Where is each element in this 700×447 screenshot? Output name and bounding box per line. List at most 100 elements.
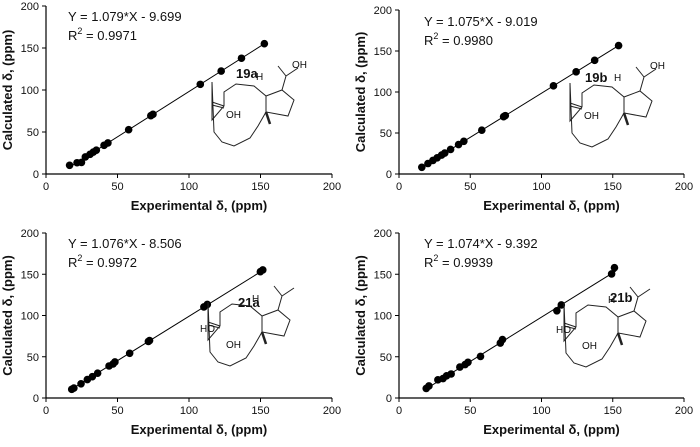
x-tick-label: 100 — [180, 405, 198, 417]
structure-side-chain-2 — [637, 288, 651, 298]
x-tick-label: 150 — [604, 181, 622, 193]
data-point — [92, 146, 101, 154]
x-tick-label: 150 — [604, 405, 622, 417]
x-tick-label: 50 — [111, 405, 123, 417]
structure-ring-small — [617, 310, 647, 338]
x-axis-label: Experimental δ, (ppm) — [483, 198, 619, 213]
structure-side-chain-2 — [285, 67, 299, 77]
y-axis-label: Calculated δ, (ppm) — [353, 32, 368, 153]
structure-label: OH — [582, 341, 597, 352]
y-tick-label: 200 — [374, 228, 392, 240]
structure-label: HO — [556, 325, 571, 336]
structure-side-chain — [277, 295, 283, 311]
data-point — [572, 68, 580, 76]
structure-methylene — [563, 322, 577, 328]
data-point — [498, 335, 507, 344]
y-tick-label: 100 — [374, 311, 392, 323]
structure-side-chain — [633, 296, 639, 312]
structure-label: H — [252, 294, 259, 305]
data-point — [447, 370, 455, 378]
structure-label: OH — [292, 60, 307, 71]
x-tick-label: 200 — [323, 181, 341, 193]
structure-side-chain — [639, 76, 645, 92]
x-tick-label: 50 — [464, 405, 476, 417]
compound-label: 19b — [585, 70, 607, 85]
y-tick-label: 100 — [374, 87, 392, 99]
regression-line — [70, 269, 265, 391]
structure-methyl-wedge — [622, 112, 630, 126]
y-tick-label: 0 — [33, 393, 39, 405]
structure-methyl-wedge — [616, 332, 624, 346]
molecule-structure: HO OH H — [200, 285, 295, 367]
data-point — [590, 56, 599, 65]
structure-label: H — [614, 73, 621, 84]
structure-side-chain-2 — [281, 287, 295, 297]
data-point — [614, 41, 623, 50]
y-tick-label: 50 — [380, 352, 392, 364]
data-point — [77, 380, 85, 388]
x-tick-label: 100 — [532, 405, 550, 417]
molecule-structure: OH H OH — [211, 60, 307, 147]
chart-panel-21b: 0 50 100 150 200 0 50 100 150 200 Experimental δ, … — [353, 228, 693, 437]
structure-methyl-wedge — [260, 331, 268, 345]
y-tick-label: 50 — [380, 128, 392, 140]
data-point — [93, 369, 102, 377]
x-tick-label: 150 — [251, 405, 269, 417]
structure-label: OH — [650, 61, 665, 72]
y-tick-label: 0 — [33, 169, 39, 181]
data-point — [104, 139, 112, 147]
structure-label: HO — [200, 324, 215, 335]
data-point — [549, 82, 558, 90]
r-squared: R2 = 0.9980 — [424, 31, 493, 48]
data-point — [464, 358, 472, 367]
compound-label: 21a — [238, 295, 260, 310]
structure-side-chain-3 — [273, 285, 283, 297]
structure-label: H — [256, 72, 263, 83]
chart-panel-19b: 0 50 100 150 200 0 50 100 150 200 Experimental δ, … — [353, 5, 693, 213]
x-axis-label: Experimental δ, (ppm) — [131, 422, 267, 437]
y-axis-label: Calculated δ, (ppm) — [0, 30, 15, 151]
y-tick-label: 200 — [21, 1, 39, 13]
y-axis-label: Calculated δ, (ppm) — [353, 255, 368, 376]
structure-ring-small — [623, 90, 653, 118]
data-point — [125, 349, 134, 358]
structure-methylene-2 — [569, 105, 583, 110]
data-point — [440, 149, 449, 157]
x-axis-label: Experimental δ, (ppm) — [483, 422, 619, 437]
compound-label: 19a — [236, 66, 258, 81]
chart-panel-21a: 0 50 100 150 200 0 50 100 150 200 Experimental δ, … — [0, 228, 341, 437]
r-squared: R2 = 0.9972 — [68, 253, 137, 270]
structure-side-chain-3 — [635, 66, 645, 78]
data-point — [260, 39, 269, 48]
data-point — [553, 306, 561, 315]
y-tick-label: 200 — [21, 228, 39, 240]
structure-side-chain — [281, 75, 287, 91]
molecule-structure: HO OH H — [556, 286, 651, 368]
structure-label: OH — [226, 340, 241, 351]
y-tick-label: 100 — [21, 85, 39, 97]
structure-methylene-2 — [207, 324, 221, 329]
x-tick-label: 0 — [396, 405, 402, 417]
x-tick-label: 150 — [251, 181, 269, 193]
r-squared: R2 = 0.9939 — [424, 253, 493, 270]
y-tick-label: 150 — [21, 43, 39, 55]
structure-side-chain-3 — [629, 286, 639, 298]
structure-methylene — [569, 102, 583, 108]
data-point — [77, 158, 86, 167]
x-tick-label: 200 — [323, 405, 341, 417]
data-point — [111, 358, 119, 366]
x-tick-label: 0 — [396, 181, 402, 193]
y-tick-label: 100 — [21, 311, 39, 323]
structure-ring-large — [563, 302, 619, 368]
x-tick-label: 200 — [675, 405, 693, 417]
y-tick-label: 200 — [374, 5, 392, 17]
structure-methylene-2 — [563, 325, 577, 330]
regression-line — [424, 270, 617, 391]
data-point — [557, 301, 566, 309]
chart-panel-19a: 0 50 100 150 200 0 50 100 150 200 Experimental δ, … — [0, 1, 341, 213]
data-point — [477, 126, 486, 135]
y-tick-label: 0 — [386, 169, 392, 181]
structure-methylene — [207, 321, 221, 327]
structure-methylene — [211, 101, 225, 107]
